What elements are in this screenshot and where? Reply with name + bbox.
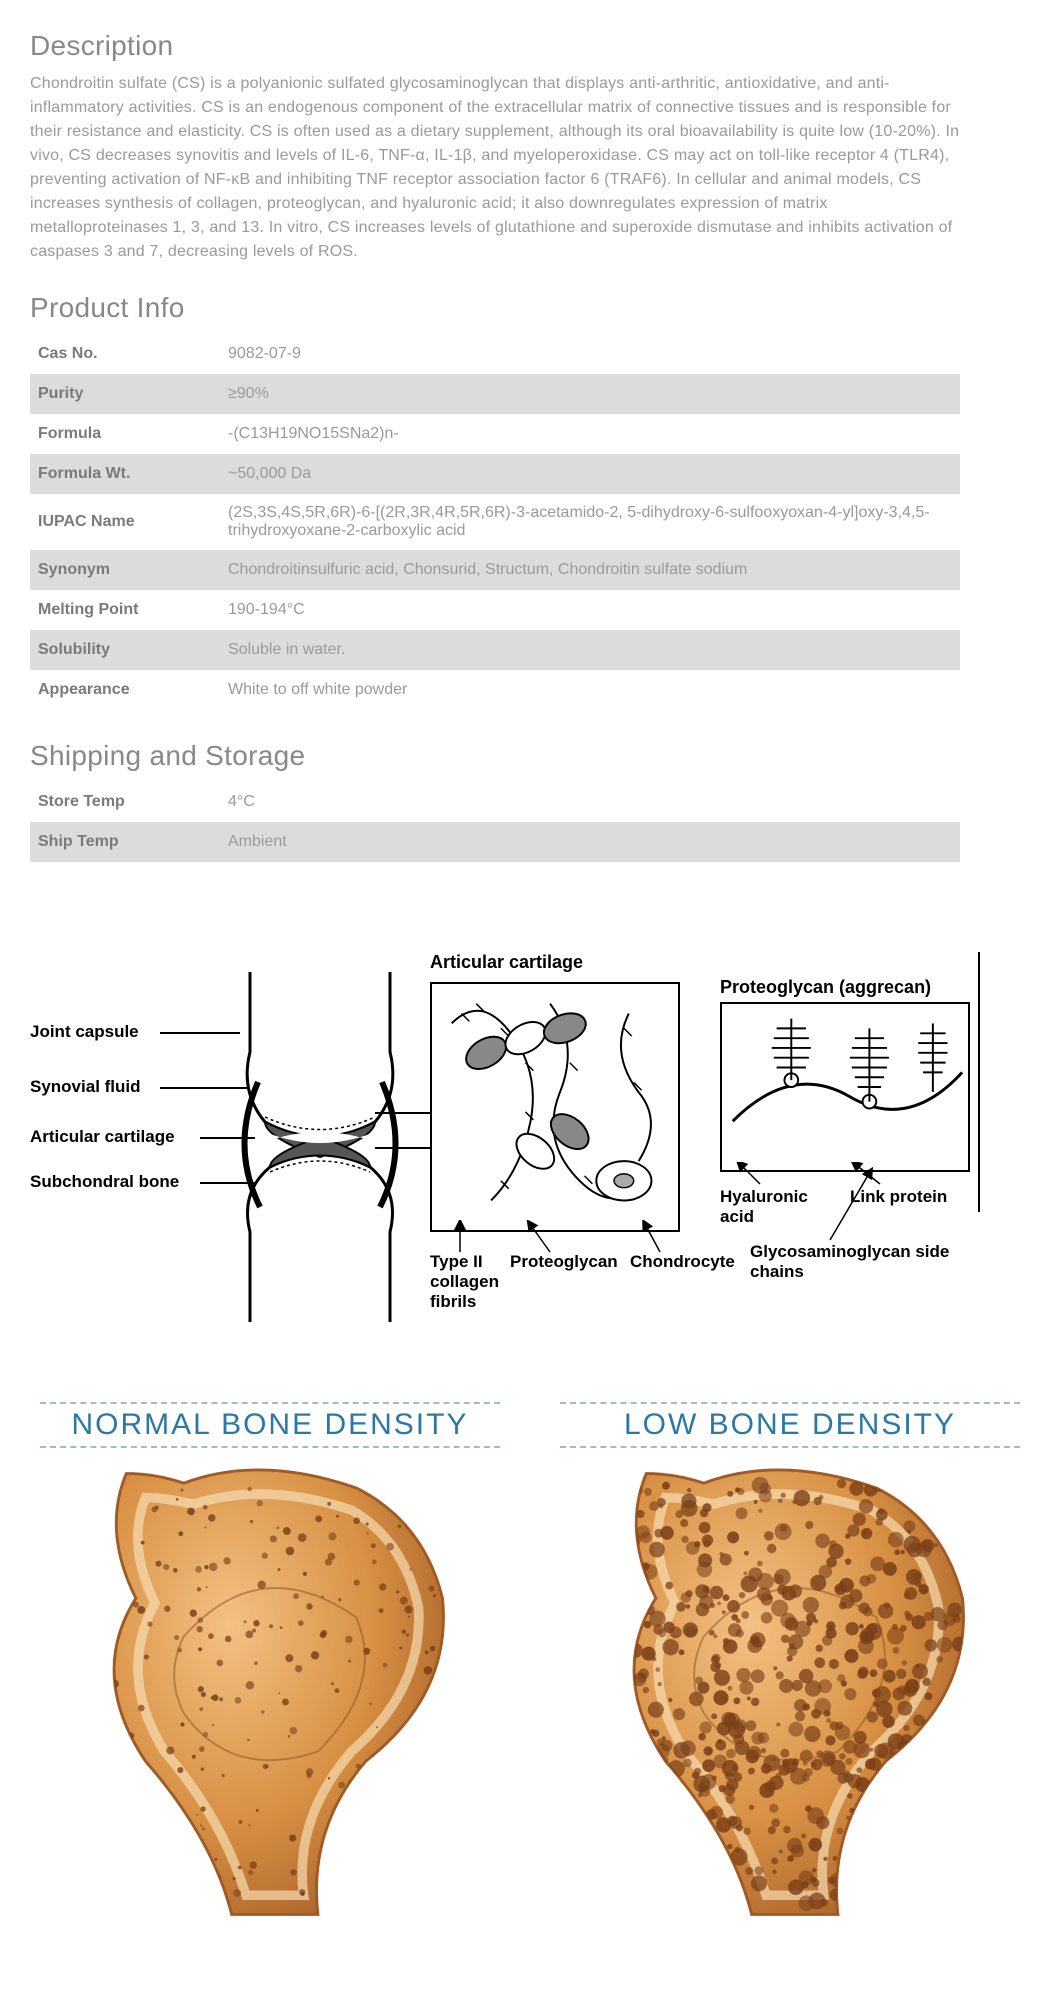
- table-row: Melting Point190-194°C: [30, 590, 960, 630]
- cartilage-detail-panel: [430, 982, 680, 1232]
- table-key: Melting Point: [30, 590, 220, 630]
- product-info-table: Cas No.9082-07-9Purity≥90%Formula-(C13H1…: [30, 334, 960, 710]
- table-value: 4°C: [220, 782, 960, 822]
- product-info-heading: Product Info: [30, 292, 960, 324]
- table-row: Store Temp4°C: [30, 782, 960, 822]
- table-key: Purity: [30, 374, 220, 414]
- table-row: Formula Wt.~50,000 Da: [30, 454, 960, 494]
- description-text: Chondroitin sulfate (CS) is a polyanioni…: [30, 72, 960, 264]
- table-row: IUPAC Name(2S,3S,4S,5R,6R)-6-[(2R,3R,4R,…: [30, 494, 960, 550]
- label-subchondral-bone: Subchondral bone: [30, 1172, 179, 1192]
- diagram-title: Articular cartilage: [430, 952, 583, 973]
- table-value: -(C13H19NO15SNa2)n-: [220, 414, 960, 454]
- label-chondrocyte: Chondrocyte: [630, 1252, 735, 1272]
- label-proteoglycan: Proteoglycan: [510, 1252, 618, 1272]
- table-value: (2S,3S,4S,5R,6R)-6-[(2R,3R,4R,5R,6R)-3-a…: [220, 494, 960, 550]
- bone-density-comparison: NORMAL BONE DENSITY LOW BONE DENSITY: [0, 1402, 1060, 1989]
- table-key: Solubility: [30, 630, 220, 670]
- cartilage-diagram: Articular cartilage Joint capsule Synovi…: [0, 962, 980, 1342]
- shipping-table: Store Temp4°CShip TempAmbient: [30, 782, 960, 862]
- description-heading: Description: [30, 30, 960, 62]
- low-bone-title: LOW BONE DENSITY: [560, 1402, 1020, 1448]
- aggrecan-panel: [720, 1002, 970, 1172]
- low-bone-image: [560, 1464, 1020, 1924]
- table-key: Cas No.: [30, 334, 220, 374]
- table-row: SolubilitySoluble in water.: [30, 630, 960, 670]
- table-value: ≥90%: [220, 374, 960, 414]
- table-value: ~50,000 Da: [220, 454, 960, 494]
- table-row: SynonymChondroitinsulfuric acid, Chonsur…: [30, 550, 960, 590]
- table-key: Appearance: [30, 670, 220, 710]
- table-value: 9082-07-9: [220, 334, 960, 374]
- table-row: Formula-(C13H19NO15SNa2)n-: [30, 414, 960, 454]
- label-articular-cartilage: Articular cartilage: [30, 1127, 175, 1147]
- table-value: Soluble in water.: [220, 630, 960, 670]
- table-key: IUPAC Name: [30, 494, 220, 550]
- normal-bone-title: NORMAL BONE DENSITY: [40, 1402, 500, 1448]
- table-key: Ship Temp: [30, 822, 220, 862]
- table-key: Store Temp: [30, 782, 220, 822]
- shipping-heading: Shipping and Storage: [30, 740, 960, 772]
- table-key: Formula Wt.: [30, 454, 220, 494]
- table-value: Ambient: [220, 822, 960, 862]
- normal-bone-image: [40, 1464, 500, 1924]
- table-row: Cas No.9082-07-9: [30, 334, 960, 374]
- table-row: AppearanceWhite to off white powder: [30, 670, 960, 710]
- label-joint-capsule: Joint capsule: [30, 1022, 139, 1042]
- table-key: Formula: [30, 414, 220, 454]
- table-key: Synonym: [30, 550, 220, 590]
- table-value: 190-194°C: [220, 590, 960, 630]
- label-gag-chains: Glycosaminoglycan side chains: [750, 1242, 949, 1282]
- table-row: Ship TempAmbient: [30, 822, 960, 862]
- label-aggrecan: Proteoglycan (aggrecan): [720, 977, 931, 998]
- table-value: White to off white powder: [220, 670, 960, 710]
- table-value: Chondroitinsulfuric acid, Chonsurid, Str…: [220, 550, 960, 590]
- label-synovial-fluid: Synovial fluid: [30, 1077, 141, 1097]
- table-row: Purity≥90%: [30, 374, 960, 414]
- label-type2-collagen: Type II collagen fibrils: [430, 1252, 499, 1312]
